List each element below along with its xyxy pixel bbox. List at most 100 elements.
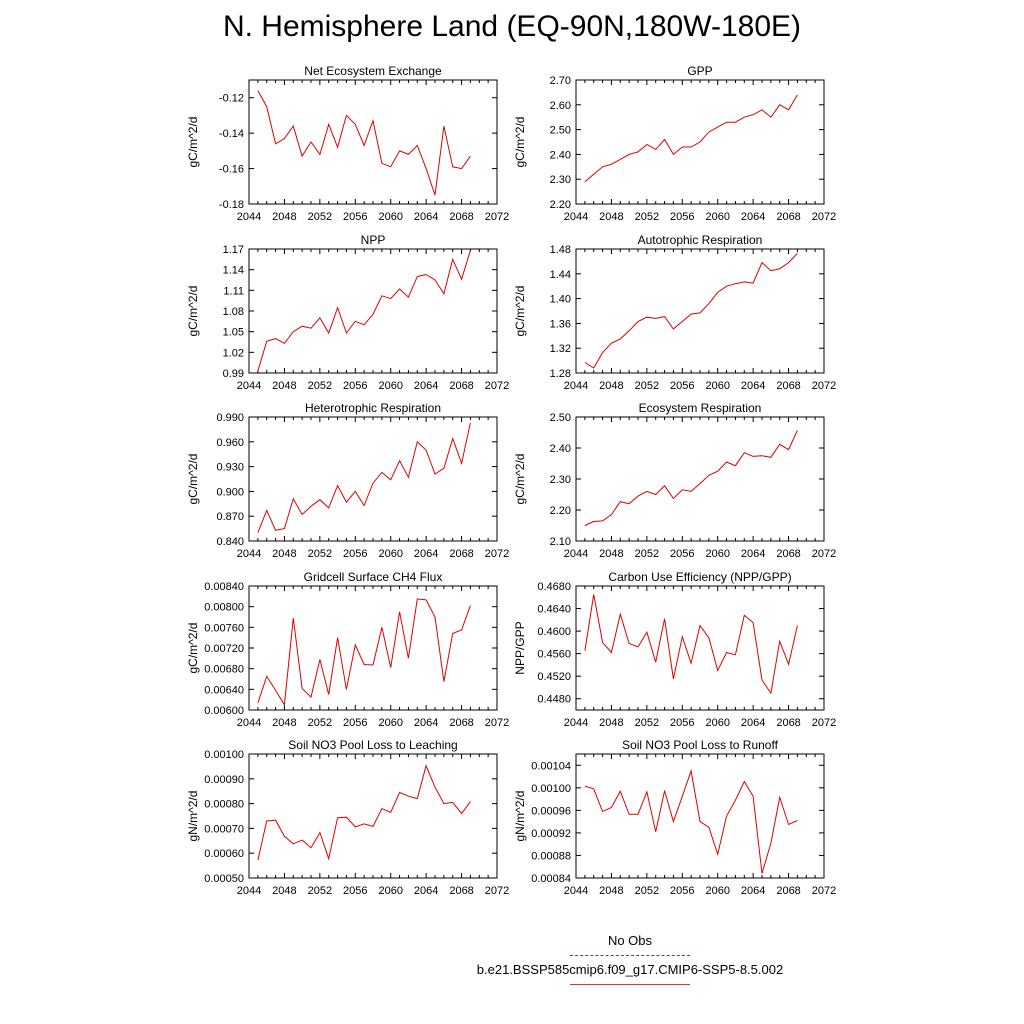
x-tick-label: 2060 <box>705 211 729 223</box>
x-tick-label: 2064 <box>414 717 438 729</box>
chart-title: Carbon Use Efficiency (NPP/GPP) <box>608 570 791 584</box>
y-tick-label: 0.00720 <box>204 643 244 655</box>
legend-line-run <box>570 984 690 985</box>
x-tick-label: 2048 <box>272 380 296 392</box>
x-tick-label: 2068 <box>776 548 800 560</box>
x-tick-label: 2044 <box>564 548 588 560</box>
x-tick-label: 2048 <box>599 717 623 729</box>
y-tick-label: 2.30 <box>550 474 571 486</box>
plot-frame <box>575 248 825 374</box>
x-tick-label: 2068 <box>449 380 473 392</box>
x-tick-label: 2048 <box>272 885 296 897</box>
x-tick-label: 2064 <box>414 211 438 223</box>
x-tick-label: 2072 <box>485 548 509 560</box>
y-tick-label: 0.00600 <box>204 705 244 717</box>
y-tick-label: 2.40 <box>550 149 571 161</box>
chart-soil-no3-pool-loss-to-leaching: Soil NO3 Pool Loss to Leaching 2044 2048 20… <box>186 738 509 897</box>
y-tick-label: 1.32 <box>550 343 571 355</box>
x-tick-label: 2064 <box>741 380 765 392</box>
y-tick-label: 1.17 <box>223 244 244 256</box>
y-tick-label: 1.11 <box>223 285 244 297</box>
x-tick-label: 2052 <box>308 548 332 560</box>
x-tick-label: 2068 <box>449 211 473 223</box>
chart-soil-no3-pool-loss-to-runoff: Soil NO3 Pool Loss to Runoff 2044 2048 2052… <box>513 738 836 897</box>
x-tick-label: 2068 <box>776 380 800 392</box>
x-tick-label: 2056 <box>343 211 367 223</box>
page-title: N. Hemisphere Land (EQ-90N,180W-180E) <box>222 10 802 43</box>
y-axis-label: gC/m^2/d <box>186 623 200 674</box>
y-axis-label: gC/m^2/d <box>186 454 200 505</box>
x-tick-label: 2048 <box>599 548 623 560</box>
y-tick-label: 2.40 <box>550 443 571 455</box>
chart-gridcell-surface-ch4-flux: Gridcell Surface CH4 Flux 2044 2048 2052 205… <box>186 570 509 729</box>
x-tick-label: 2048 <box>272 548 296 560</box>
x-tick-label: 2072 <box>812 211 836 223</box>
x-tick-label: 2052 <box>308 885 332 897</box>
chart-carbon-use-efficiency-npp-gpp: Carbon Use Efficiency (NPP/GPP) 2044 2048 2… <box>513 570 836 729</box>
y-tick-label: 0.990 <box>216 412 244 424</box>
series-line <box>257 90 471 196</box>
y-tick-label: 0.4680 <box>537 581 571 593</box>
chart-title: Soil NO3 Pool Loss to Runoff <box>622 738 779 752</box>
x-tick-label: 2048 <box>599 380 623 392</box>
x-tick-label: 2068 <box>776 717 800 729</box>
y-tick-label: -0.18 <box>219 199 244 211</box>
y-tick-label: 1.14 <box>223 265 244 277</box>
x-tick-label: 2044 <box>237 380 261 392</box>
x-tick-label: 2056 <box>670 885 694 897</box>
y-tick-label: 2.10 <box>550 536 571 548</box>
x-tick-label: 2072 <box>812 885 836 897</box>
x-tick-label: 2072 <box>485 211 509 223</box>
x-tick-label: 2068 <box>449 885 473 897</box>
plot-frame <box>575 416 825 542</box>
series-line <box>584 768 798 874</box>
y-tick-label: 0.00100 <box>531 783 571 795</box>
y-tick-label: 0.4560 <box>537 649 571 661</box>
y-tick-label: 1.44 <box>550 269 571 281</box>
y-tick-label: 0.00088 <box>531 850 571 862</box>
x-tick-label: 2056 <box>343 548 367 560</box>
chart-title: Heterotrophic Respiration <box>305 401 441 415</box>
x-tick-label: 2060 <box>378 380 402 392</box>
x-tick-label: 2052 <box>635 885 659 897</box>
x-tick-label: 2072 <box>812 380 836 392</box>
chart-title: NPP <box>361 233 386 247</box>
y-tick-label: 0.4600 <box>537 626 571 638</box>
legend-entry-run: b.e21.BSSP585cmip6.f09_g17.CMIP6-SSP5-8.… <box>420 962 840 977</box>
series-line <box>257 598 471 707</box>
y-tick-label: 0.00640 <box>204 684 244 696</box>
chart-title: Ecosystem Respiration <box>639 401 762 415</box>
chart-title: GPP <box>687 64 712 78</box>
y-tick-label: 0.00084 <box>531 873 571 885</box>
y-tick-label: 0.00680 <box>204 664 244 676</box>
legend-entry-no-obs: No Obs <box>420 933 840 948</box>
y-tick-label: 2.70 <box>550 75 571 87</box>
y-tick-label: -0.14 <box>219 128 244 140</box>
y-axis-label: gC/m^2/d <box>186 286 200 337</box>
x-tick-label: 2044 <box>564 717 588 729</box>
y-tick-label: 0.00070 <box>204 823 244 835</box>
y-axis-label: gC/m^2/d <box>513 117 527 168</box>
y-tick-label: 0.960 <box>216 437 244 449</box>
y-tick-label: 0.00092 <box>531 828 571 840</box>
x-tick-label: 2060 <box>378 211 402 223</box>
x-tick-label: 2056 <box>343 717 367 729</box>
y-tick-label: -0.12 <box>219 93 244 105</box>
chart-net-ecosystem-exchange: Net Ecosystem Exchange 2044 2048 2052 2056 20… <box>186 64 509 223</box>
y-tick-label: 0.00100 <box>204 749 244 761</box>
x-tick-label: 2072 <box>812 717 836 729</box>
x-tick-label: 2064 <box>741 717 765 729</box>
series-line <box>584 430 798 526</box>
y-tick-label: 1.36 <box>550 318 571 330</box>
x-tick-label: 2044 <box>237 717 261 729</box>
y-tick-label: 0.4520 <box>537 671 571 683</box>
series-line <box>257 764 471 861</box>
x-tick-label: 2060 <box>705 885 729 897</box>
chart-title: Net Ecosystem Exchange <box>304 64 442 78</box>
x-tick-label: 2048 <box>599 885 623 897</box>
x-tick-label: 2052 <box>635 548 659 560</box>
y-tick-label: 1.28 <box>550 368 571 380</box>
y-tick-label: 2.50 <box>550 125 571 137</box>
y-axis-label: NPP/GPP <box>513 621 527 674</box>
x-tick-label: 2052 <box>635 717 659 729</box>
